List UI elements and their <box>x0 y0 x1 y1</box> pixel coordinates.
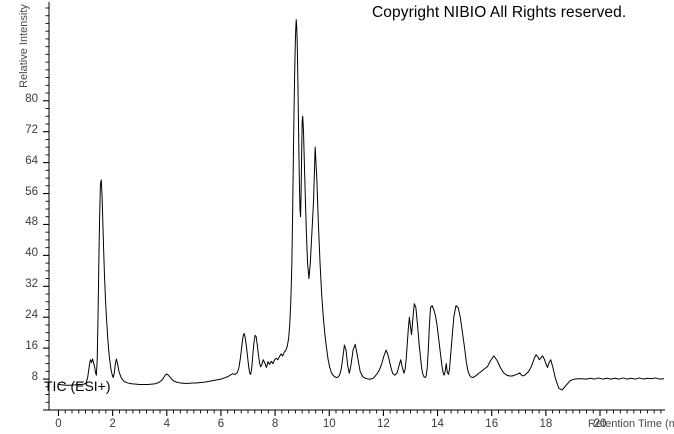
y-tick-label: 8 <box>31 371 38 384</box>
y-tick-label: 80 <box>25 92 38 105</box>
copyright-notice: Copyright NIBIO All Rights reserved. <box>372 4 627 21</box>
y-axis-ticks <box>43 7 49 403</box>
y-tick-label: 40 <box>25 247 38 260</box>
y-tick-label: 48 <box>25 216 38 229</box>
x-tick-label: 4 <box>163 418 170 430</box>
tic-trace-path <box>57 19 665 391</box>
x-tick-label: 18 <box>539 418 553 430</box>
y-tick-label: 24 <box>25 309 38 322</box>
x-tick-label: 14 <box>431 418 444 430</box>
y-tick-label: 16 <box>25 340 38 353</box>
x-axis-ticks <box>57 410 662 416</box>
y-tick-label: 64 <box>25 154 38 167</box>
x-tick-label: 16 <box>485 418 499 430</box>
y-tick-label: 56 <box>25 185 38 198</box>
tic-trace <box>57 19 665 391</box>
y-tick-label: 72 <box>25 123 38 136</box>
x-tick-label: 0 <box>55 418 62 430</box>
x-tick-label: 6 <box>217 418 225 430</box>
y-tick-label: 32 <box>25 278 38 291</box>
trace-label-tic: TIC (ESI+) <box>44 378 111 394</box>
x-tick-label: 2 <box>109 418 116 430</box>
x-axis-title: Retention Time (min) <box>588 418 674 430</box>
x-tick-label: 12 <box>376 418 390 430</box>
x-tick-label: 10 <box>322 418 336 430</box>
x-tick-label: 20 <box>593 418 607 430</box>
x-tick-label: 8 <box>271 418 279 430</box>
